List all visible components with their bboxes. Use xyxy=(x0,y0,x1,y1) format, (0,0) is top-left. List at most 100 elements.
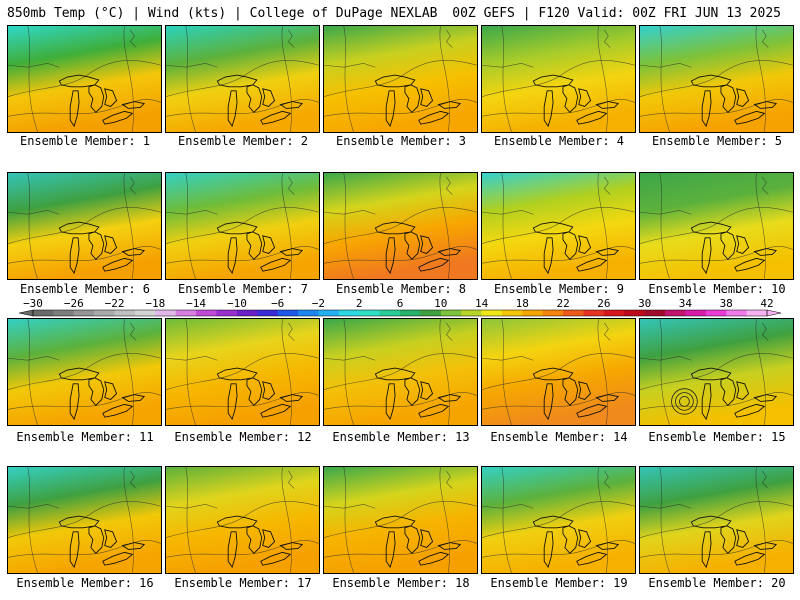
colorbar-tick-label: −26 xyxy=(64,297,84,310)
temperature-map xyxy=(8,319,161,425)
colorbar-segment xyxy=(155,310,177,316)
ensemble-map-panel xyxy=(165,318,320,426)
ensemble-map-panel xyxy=(323,466,478,574)
ensemble-member-label: Ensemble Member: 8 xyxy=(335,282,467,296)
colorbar-tick-label: −30 xyxy=(23,297,43,310)
ensemble-member-label: Ensemble Member: 2 xyxy=(177,134,309,148)
temperature-map xyxy=(324,467,477,573)
temperature-map xyxy=(166,467,319,573)
ensemble-member-label: Ensemble Member: 17 xyxy=(174,576,312,590)
ensemble-map-panel xyxy=(7,172,162,280)
ensemble-map-panel xyxy=(481,25,636,133)
colorbar-segment xyxy=(583,310,605,316)
ensemble-member-label: Ensemble Member: 9 xyxy=(493,282,625,296)
colorbar-right-arrow xyxy=(766,309,782,317)
colorbar-tick-label: 42 xyxy=(760,297,773,310)
colorbar-tick-label: 22 xyxy=(556,297,569,310)
colorbar-segment xyxy=(114,310,136,316)
colorbar-left-arrow xyxy=(18,309,34,317)
temperature-map xyxy=(640,319,793,425)
ensemble-map-panel xyxy=(639,172,794,280)
colorbar-tick-label: −10 xyxy=(227,297,247,310)
temperature-map xyxy=(482,26,635,132)
colorbar-segment xyxy=(705,310,727,316)
ensemble-map-panel xyxy=(639,25,794,133)
ensemble-member-label: Ensemble Member: 11 xyxy=(16,430,154,444)
ensemble-map-panel xyxy=(7,25,162,133)
ensemble-map-panel xyxy=(7,318,162,426)
colorbar-segment xyxy=(685,310,707,316)
colorbar-segment xyxy=(379,310,401,316)
colorbar-segment xyxy=(563,310,584,316)
colorbar-segment xyxy=(420,310,442,316)
ensemble-member-label: Ensemble Member: 18 xyxy=(332,576,470,590)
colorbar-segment xyxy=(624,310,646,316)
colorbar-tick-label: 6 xyxy=(397,297,404,310)
ensemble-member-label: Ensemble Member: 14 xyxy=(490,430,628,444)
ensemble-map-panel xyxy=(165,466,320,574)
header-valid-time: 00Z GEFS | F120 Valid: 00Z FRI JUN 13 20… xyxy=(452,6,781,21)
colorbar-segment xyxy=(726,310,748,316)
ensemble-map-panel xyxy=(165,25,320,133)
temperature-map xyxy=(640,173,793,279)
colorbar-segment xyxy=(603,310,625,316)
colorbar-segment xyxy=(665,310,686,316)
colorbar-segment xyxy=(257,310,279,316)
colorbar-segment xyxy=(298,310,319,316)
ensemble-member-label: Ensemble Member: 16 xyxy=(16,576,154,590)
temperature-map xyxy=(8,26,161,132)
colorbar-segment xyxy=(134,310,156,316)
temperature-map xyxy=(166,173,319,279)
colorbar-tick-label: 38 xyxy=(720,297,733,310)
temperature-map xyxy=(640,26,793,132)
ensemble-map-panel xyxy=(639,318,794,426)
ensemble-map-panel xyxy=(639,466,794,574)
temperature-map xyxy=(8,173,161,279)
temperature-map xyxy=(324,319,477,425)
colorbar-segment xyxy=(400,310,421,316)
ensemble-member-label: Ensemble Member: 12 xyxy=(174,430,312,444)
ensemble-member-label: Ensemble Member: 15 xyxy=(648,430,786,444)
colorbar-segment xyxy=(216,310,238,316)
header-title: 850mb Temp (°C) | Wind (kts) | College o… xyxy=(7,6,438,21)
temperature-colorbar: −30 −26 −22 −18 −14 −10 −6 −2 2 6 10 14 18 22 26 30 34 38… xyxy=(0,297,800,320)
ensemble-map-panel xyxy=(481,172,636,280)
temperature-map xyxy=(324,173,477,279)
ensemble-member-label: Ensemble Member: 20 xyxy=(648,576,786,590)
colorbar-segment xyxy=(338,310,360,316)
colorbar-tick-label: −2 xyxy=(312,297,325,310)
colorbar-tick-label: 18 xyxy=(516,297,529,310)
temperature-map xyxy=(166,319,319,425)
colorbar-tick-label: 30 xyxy=(638,297,651,310)
colorbar-segment xyxy=(33,310,54,316)
colorbar-tick-label: 26 xyxy=(597,297,610,310)
colorbar-segment xyxy=(746,310,768,316)
ensemble-member-label: Ensemble Member: 6 xyxy=(19,282,151,296)
temperature-map xyxy=(482,467,635,573)
colorbar-tick-label: 14 xyxy=(475,297,489,310)
temperature-map xyxy=(482,319,635,425)
ensemble-map-panel xyxy=(481,466,636,574)
temperature-map xyxy=(324,26,477,132)
ensemble-member-label: Ensemble Member: 3 xyxy=(335,134,467,148)
colorbar-tick-label: 34 xyxy=(679,297,693,310)
colorbar-segment xyxy=(73,310,95,316)
colorbar-tick-label: 10 xyxy=(434,297,447,310)
colorbar-segment xyxy=(236,310,258,316)
ensemble-member-label: Ensemble Member: 7 xyxy=(177,282,309,296)
temperature-map xyxy=(482,173,635,279)
colorbar-segment xyxy=(175,310,197,316)
colorbar-segment xyxy=(94,310,115,316)
colorbar-segment xyxy=(644,310,666,316)
temperature-map xyxy=(8,467,161,573)
colorbar-tick-label: −18 xyxy=(145,297,165,310)
colorbar-segment xyxy=(318,310,340,316)
colorbar-tick-label: −14 xyxy=(186,297,206,310)
colorbar-tick-label: −6 xyxy=(271,297,284,310)
ensemble-map-panel xyxy=(165,172,320,280)
colorbar-segment xyxy=(501,310,523,316)
ensemble-member-label: Ensemble Member: 1 xyxy=(19,134,151,148)
colorbar-tick-label: −22 xyxy=(105,297,125,310)
ensemble-map-panel xyxy=(323,318,478,426)
ensemble-member-label: Ensemble Member: 19 xyxy=(490,576,628,590)
